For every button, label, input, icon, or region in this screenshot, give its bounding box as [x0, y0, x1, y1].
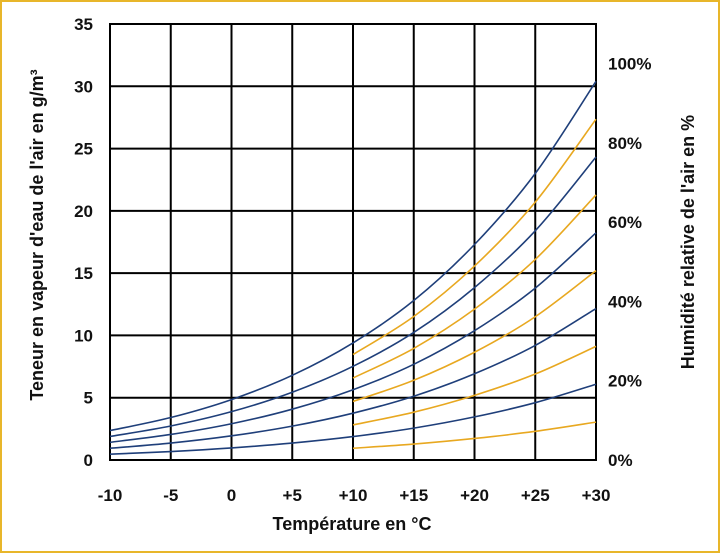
curve-60-percent: [109, 232, 597, 444]
y2-tick-label: 100%: [608, 55, 651, 74]
y2-tick-label: 40%: [608, 292, 642, 311]
curves: [109, 80, 597, 455]
x-tick-label: +5: [283, 486, 302, 505]
curve-50-percent: [352, 270, 597, 403]
y2-tick-label: 20%: [608, 372, 642, 391]
x-tick-label: +20: [460, 486, 489, 505]
x-tick-labels: -10 -5 0 +5 +10 +15 +20 +25 +30: [98, 486, 611, 505]
curve-100-percent: [109, 80, 597, 432]
x-tick-label: +15: [399, 486, 428, 505]
x-tick-label: -10: [98, 486, 123, 505]
curve-80-percent: [109, 156, 597, 438]
y-tick-label: 5: [84, 389, 93, 408]
grid: [109, 23, 597, 461]
y-tick-label: 20: [74, 202, 93, 221]
y-tick-labels: 0 5 10 15 20 25 30 35: [74, 15, 93, 470]
y-tick-label: 30: [74, 77, 93, 96]
y2-tick-label: 0%: [608, 451, 633, 470]
curve-10-percent: [352, 421, 597, 450]
y2-tick-labels: 0% 20% 40% 60% 80% 100%: [608, 55, 651, 470]
curve-20-percent: [109, 383, 597, 455]
curve-70-percent: [352, 194, 597, 379]
y-tick-label: 10: [74, 326, 93, 345]
y-tick-label: 15: [74, 264, 93, 283]
y-tick-label: 0: [84, 451, 93, 470]
x-tick-label: 0: [227, 486, 236, 505]
y2-tick-label: 80%: [608, 134, 642, 153]
y-tick-label: 25: [74, 140, 93, 159]
y-tick-label: 35: [74, 15, 93, 34]
x-tick-label: -5: [163, 486, 178, 505]
curve-90-percent: [352, 118, 597, 356]
y-axis-title: Teneur en vapeur d'eau de l'air en g/m³: [27, 69, 47, 400]
x-tick-label: +25: [521, 486, 550, 505]
curve-40-percent: [109, 307, 597, 450]
y2-tick-label: 60%: [608, 213, 642, 232]
x-tick-label: +10: [339, 486, 368, 505]
y2-axis-title: Humidité relative de l'air en %: [678, 115, 698, 369]
plot-border: [109, 23, 597, 461]
x-axis-title: Température en °C: [273, 514, 432, 534]
x-tick-label: +30: [582, 486, 611, 505]
curve-30-percent: [352, 345, 597, 426]
